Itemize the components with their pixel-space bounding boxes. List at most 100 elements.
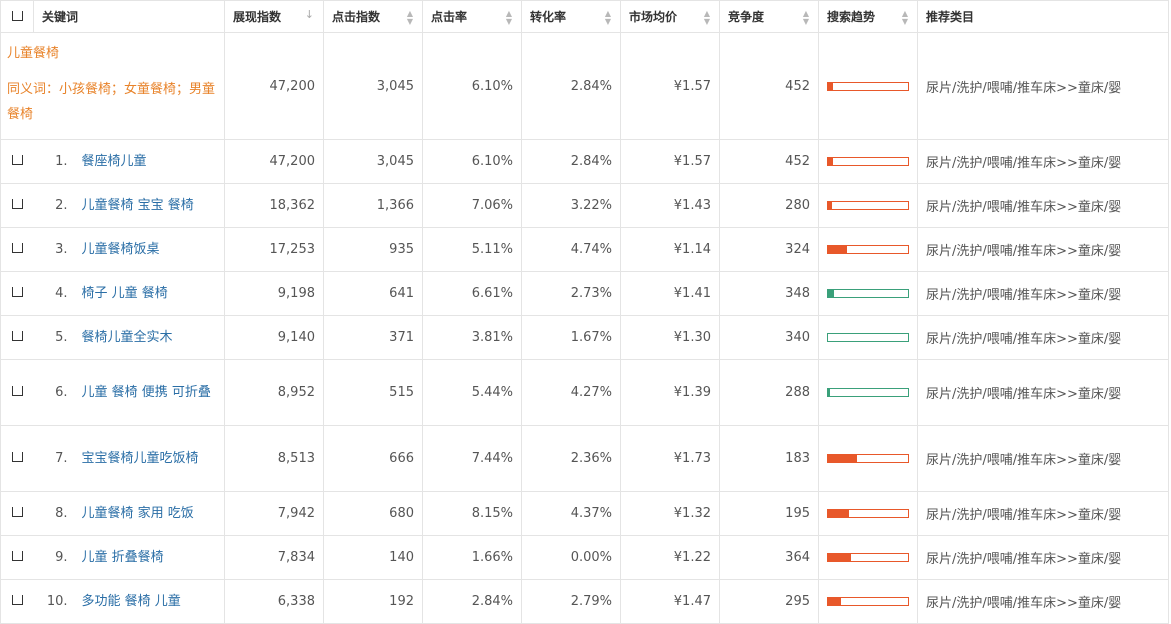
keyword-link[interactable]: 多功能 餐椅 儿童 — [81, 594, 181, 609]
competition-value: 280 — [719, 183, 819, 228]
trend-bar — [827, 388, 909, 397]
price-value: ¥1.57 — [620, 139, 720, 184]
row-checkbox[interactable] — [0, 315, 34, 360]
header-trend[interactable]: 搜索趋势 ▲ ▼ — [818, 0, 918, 33]
keyword-cell: 4. 椅子 儿童 餐椅 — [33, 271, 225, 316]
trend-bar — [827, 454, 909, 463]
table-row: 5. 餐椅儿童全实木 9,140 371 3.81% 1.67% ¥1.30 340 尿片/洗护… — [0, 315, 1169, 360]
sort-icon[interactable]: ▲ ▼ — [802, 9, 809, 26]
row-checkbox[interactable] — [0, 359, 34, 426]
competition-value: 452 — [719, 32, 819, 140]
category-value: 尿片/洗护/喂哺/推车床>>童床/婴 — [917, 271, 1169, 316]
impressions-value: 7,834 — [224, 535, 324, 580]
trend-bar — [827, 597, 909, 606]
row-checkbox[interactable] — [0, 535, 34, 580]
category-value: 尿片/洗护/喂哺/推车床>>童床/婴 — [917, 425, 1169, 492]
price-value: ¥1.43 — [620, 183, 720, 228]
table-row: 2. 儿童餐椅 宝宝 餐椅 18,362 1,366 7.06% 3.22% ¥1.43 28… — [0, 183, 1169, 228]
keyword-link[interactable]: 餐座椅儿童 — [81, 154, 147, 169]
sort-icon[interactable]: ▲ ▼ — [604, 9, 611, 26]
row-index: 8. — [55, 506, 68, 521]
cvr-value: 3.22% — [521, 183, 621, 228]
clicks-value: 641 — [323, 271, 423, 316]
price-value: ¥1.47 — [620, 579, 720, 624]
main-keyword-title[interactable]: 儿童餐椅 — [7, 46, 60, 61]
select-all-checkbox[interactable] — [0, 0, 34, 33]
table-header-row: 关键词 展现指数 ↓ 点击指数 ▲ ▼ 点击率 ▲ ▼ 转化率 ▲ ▼ 市场均价 ▲ ▼ 竞争度 ▲… — [0, 0, 1169, 33]
row-checkbox[interactable] — [0, 227, 34, 272]
row-index: 6. — [55, 385, 68, 400]
impressions-value: 7,942 — [224, 491, 324, 536]
clicks-value: 140 — [323, 535, 423, 580]
trend-bar-fill — [828, 455, 857, 462]
main-keyword-cell: 儿童餐椅 同义词：小孩餐椅；女童餐椅；男童餐椅 — [0, 32, 225, 140]
competition-value: 452 — [719, 139, 819, 184]
cvr-value: 2.73% — [521, 271, 621, 316]
header-price[interactable]: 市场均价 ▲ ▼ — [620, 0, 720, 33]
header-cvr[interactable]: 转化率 ▲ ▼ — [521, 0, 621, 33]
header-keyword: 关键词 — [33, 0, 225, 33]
category-value: 尿片/洗护/喂哺/推车床>>童床/婴 — [917, 535, 1169, 580]
competition-value: 340 — [719, 315, 819, 360]
keyword-link[interactable]: 椅子 儿童 餐椅 — [81, 286, 168, 301]
keyword-cell: 9. 儿童 折叠餐椅 — [33, 535, 225, 580]
keyword-link[interactable]: 餐椅儿童全实木 — [81, 330, 173, 345]
table-row: 10. 多功能 餐椅 儿童 6,338 192 2.84% 2.79% ¥1.47 295 尿片… — [0, 579, 1169, 624]
trend-bar-fill — [828, 554, 852, 561]
sort-icon[interactable]: ▲ ▼ — [901, 9, 908, 26]
sort-icon[interactable]: ▲ ▼ — [703, 9, 710, 26]
impressions-value: 47,200 — [224, 32, 324, 140]
ctr-value: 5.11% — [422, 227, 522, 272]
keyword-cell: 1. 餐座椅儿童 — [33, 139, 225, 184]
keyword-link[interactable]: 儿童 折叠餐椅 — [81, 550, 164, 565]
sort-icon[interactable]: ▲ ▼ — [406, 9, 413, 26]
price-value: ¥1.39 — [620, 359, 720, 426]
trend-bar — [827, 289, 909, 298]
row-checkbox[interactable] — [0, 139, 34, 184]
header-competition[interactable]: 竞争度 ▲ ▼ — [719, 0, 819, 33]
trend-cell — [818, 227, 918, 272]
table-row: 6. 儿童 餐椅 便携 可折叠 8,952 515 5.44% 4.27% ¥1.39 288… — [0, 359, 1169, 426]
clicks-value: 515 — [323, 359, 423, 426]
keyword-cell: 6. 儿童 餐椅 便携 可折叠 — [33, 359, 225, 426]
category-value: 尿片/洗护/喂哺/推车床>>童床/婴 — [917, 579, 1169, 624]
row-checkbox[interactable] — [0, 183, 34, 228]
trend-cell — [818, 491, 918, 536]
trend-bar-fill — [828, 246, 848, 253]
header-ctr[interactable]: 点击率 ▲ ▼ — [422, 0, 522, 33]
keyword-link[interactable]: 儿童餐椅 宝宝 餐椅 — [81, 198, 194, 213]
sort-desc-icon[interactable]: ↓ — [304, 8, 314, 21]
header-clicks[interactable]: 点击指数 ▲ ▼ — [323, 0, 423, 33]
keyword-cell: 5. 餐椅儿童全实木 — [33, 315, 225, 360]
keyword-link[interactable]: 宝宝餐椅儿童吃饭椅 — [81, 451, 199, 466]
competition-value: 295 — [719, 579, 819, 624]
row-index: 7. — [55, 451, 68, 466]
trend-cell — [818, 32, 918, 140]
row-checkbox[interactable] — [0, 579, 34, 624]
trend-bar — [827, 157, 909, 166]
category-value: 尿片/洗护/喂哺/推车床>>童床/婴 — [917, 491, 1169, 536]
price-value: ¥1.32 — [620, 491, 720, 536]
impressions-value: 9,198 — [224, 271, 324, 316]
main-keyword-synonyms: 同义词：小孩餐椅；女童餐椅；男童餐椅 — [7, 82, 216, 122]
row-checkbox[interactable] — [0, 425, 34, 492]
keyword-link[interactable]: 儿童餐椅饭桌 — [81, 242, 160, 257]
row-checkbox[interactable] — [0, 271, 34, 316]
row-index: 3. — [55, 242, 68, 257]
category-value: 尿片/洗护/喂哺/推车床>>童床/婴 — [917, 315, 1169, 360]
competition-value: 195 — [719, 491, 819, 536]
cvr-value: 2.84% — [521, 32, 621, 140]
clicks-value: 1,366 — [323, 183, 423, 228]
keyword-link[interactable]: 儿童餐椅 家用 吃饭 — [81, 506, 194, 521]
trend-bar — [827, 201, 909, 210]
header-impressions[interactable]: 展现指数 ↓ — [224, 0, 324, 33]
keyword-cell: 8. 儿童餐椅 家用 吃饭 — [33, 491, 225, 536]
cvr-value: 1.67% — [521, 315, 621, 360]
trend-bar-fill — [828, 510, 849, 517]
keyword-cell: 10. 多功能 餐椅 儿童 — [33, 579, 225, 624]
row-checkbox[interactable] — [0, 491, 34, 536]
keyword-cell: 2. 儿童餐椅 宝宝 餐椅 — [33, 183, 225, 228]
sort-icon[interactable]: ▲ ▼ — [505, 9, 512, 26]
keyword-link[interactable]: 儿童 餐椅 便携 可折叠 — [81, 385, 211, 400]
trend-cell — [818, 425, 918, 492]
